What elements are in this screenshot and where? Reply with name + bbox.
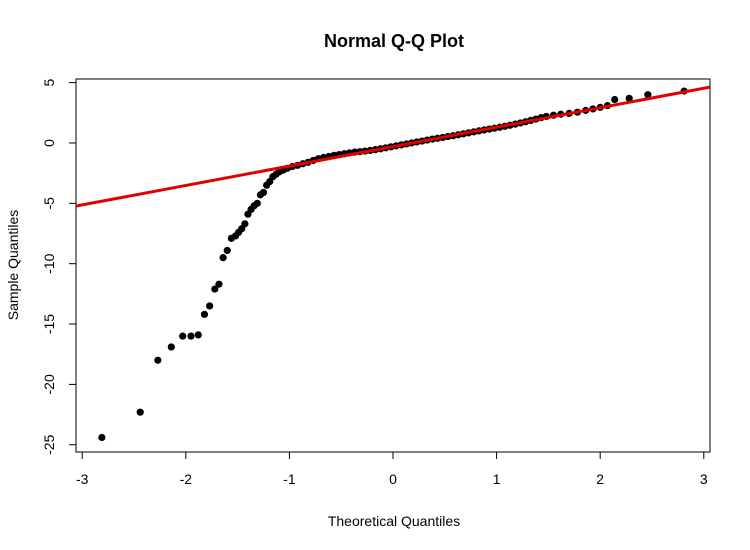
data-point [154, 356, 162, 364]
data-point [167, 343, 175, 351]
data-point [211, 285, 219, 293]
y-tick-label: -20 [41, 374, 57, 394]
data-points [98, 87, 688, 442]
data-point [611, 95, 619, 104]
x-tick-label: -3 [76, 471, 89, 487]
data-point [259, 188, 268, 197]
data-point [219, 254, 227, 262]
data-point [136, 408, 144, 416]
y-tick-label: 5 [41, 79, 57, 87]
data-point [215, 280, 223, 288]
chart-title: Normal Q-Q Plot [324, 31, 464, 51]
reference-line [76, 85, 710, 208]
x-tick-label: 3 [700, 471, 708, 487]
data-point [241, 220, 249, 228]
x-tick-label: 0 [389, 471, 397, 487]
data-point [179, 332, 187, 340]
x-axis: -3 -2 -1 0 1 2 3 [76, 451, 708, 487]
data-point [625, 94, 633, 102]
data-point [98, 433, 106, 442]
x-tick-label: -2 [180, 471, 193, 487]
y-tick-label: -10 [41, 253, 57, 273]
plot-frame [75, 78, 711, 453]
y-tick-label: -15 [41, 314, 57, 334]
x-tick-label: -1 [283, 471, 296, 487]
x-tick-label: 2 [596, 471, 604, 487]
y-axis: 5 0 -5 -10 -15 -20 -25 [41, 79, 77, 455]
reference-line-group [76, 85, 710, 208]
y-tick-label: -5 [41, 197, 57, 210]
data-point [194, 331, 202, 339]
data-point [223, 246, 231, 255]
data-point [187, 332, 195, 340]
y-axis-label: Sample Quantiles [5, 210, 21, 321]
data-point [253, 199, 261, 207]
x-axis-label: Theoretical Quantiles [328, 513, 460, 529]
y-tick-label: -25 [41, 434, 57, 454]
data-point [206, 302, 214, 310]
data-point [200, 310, 209, 318]
y-tick-label: 0 [41, 139, 57, 147]
data-point [644, 91, 652, 99]
x-tick-label: 1 [493, 471, 501, 487]
